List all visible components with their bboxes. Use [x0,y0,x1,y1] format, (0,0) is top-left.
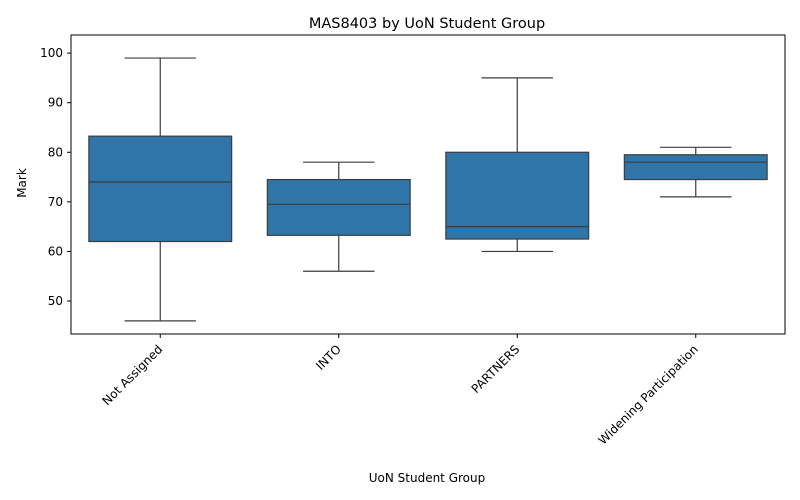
box-group [445,77,590,253]
y-tick-label: 50 [48,294,63,308]
y-tick-label: 80 [48,145,63,159]
x-tick-label: Widening Participation [596,342,701,447]
iqr-box [445,151,590,240]
box-group [88,57,233,322]
iqr-box [623,154,768,181]
iqr-box [88,135,233,243]
x-tick-label: INTO [313,342,344,373]
box-group [623,146,768,198]
iqr-box [266,178,411,236]
y-tick-label: 100 [40,46,63,60]
x-tick-label: Not Assigned [100,342,166,408]
x-axis-label: UoN Student Group [369,471,486,485]
x-axis: Not Assigned INTO PARTNERS Widening Partici… [100,334,701,447]
box-group [266,161,411,272]
plot-area [88,57,768,322]
x-tick-label: PARTNERS [469,342,523,396]
y-axis-label: Mark [15,168,29,198]
y-tick-label: 90 [48,96,63,110]
y-axis: 50 60 70 80 90 100 [40,46,71,308]
chart-title: MAS8403 by UoN Student Group [309,16,545,32]
y-tick-label: 70 [48,195,63,209]
y-tick-label: 60 [48,244,63,258]
axes-frame [70,34,786,335]
